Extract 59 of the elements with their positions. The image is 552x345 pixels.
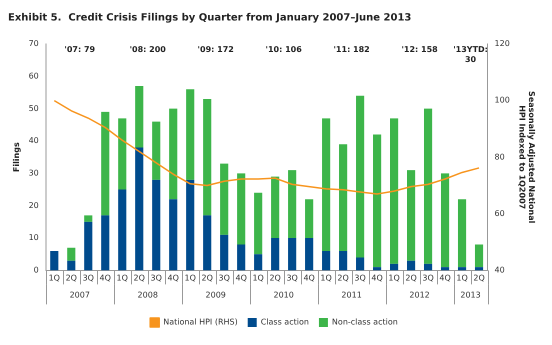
text: 2009	[206, 290, 226, 300]
x-tick-label: 2Q	[473, 273, 485, 282]
annotation: '10: 106	[266, 45, 302, 54]
text: 2007	[70, 290, 90, 300]
text: 2008	[138, 290, 158, 300]
y-tick-label: 10	[28, 233, 39, 242]
x-tick-label: 1Q	[252, 273, 264, 282]
x-tick-label: 4Q	[439, 273, 451, 282]
x-tick-label: 2Q	[337, 273, 349, 282]
x-tick-label: 3Q	[150, 273, 162, 282]
x-tick-label: 2Q	[66, 273, 77, 282]
annotation: '11: 182	[333, 45, 370, 54]
x-tick-label: 1Q	[116, 273, 128, 282]
y-axis-title: Filings	[12, 142, 21, 172]
x-tick-label: 2Q	[269, 273, 281, 282]
y-tick-label: 50	[28, 104, 39, 113]
x-tick-label: 4Q	[303, 273, 315, 282]
annotation: '08: 200	[130, 45, 166, 54]
text: 2011	[341, 290, 362, 300]
x-tick-label: 1Q	[388, 273, 400, 282]
y2-tick-label: 40	[494, 265, 505, 274]
chart-title: Exhibit 5. Credit Crisis Filings by Quarter from January 2007–June 2013	[8, 12, 412, 24]
y-tick-label: 20	[28, 200, 39, 210]
x-tick-label: 3Q	[286, 273, 298, 282]
text: 2013	[460, 290, 481, 300]
x-tick-label: 4Q	[168, 273, 179, 282]
x-tick-label: 2Q	[134, 273, 145, 282]
legend-label: National HPI (RHS)	[163, 318, 238, 327]
legend-label: Class action	[260, 318, 309, 327]
annotation: '07: 79	[64, 45, 96, 54]
y2-tick-label: 60	[494, 208, 505, 218]
x-tick-label: 4Q	[235, 273, 247, 282]
y-tick-label: 40	[28, 136, 39, 146]
text: 2010	[273, 290, 294, 300]
y2-axis-title: Seasonally Adjusted National HPI Indexed to 1Q2007	[518, 91, 536, 224]
x-tick-label: 1Q	[48, 273, 60, 282]
x-tick-label: 2Q	[201, 273, 213, 282]
y-tick-label: 60	[28, 71, 39, 80]
y-tick-label: 0	[34, 265, 39, 274]
x-tick-label: 3Q	[354, 273, 366, 282]
annotation: '13YTD: 30	[453, 45, 488, 64]
y-tick-label: 70	[28, 39, 39, 48]
x-tick-label: 1Q	[184, 273, 196, 282]
y2-tick-label: 80	[494, 152, 505, 162]
x-tick-label: 1Q	[456, 273, 468, 282]
x-tick-label: 3Q	[82, 273, 94, 282]
annotation: '12: 158	[401, 45, 438, 54]
annotation: '09: 172	[198, 45, 234, 54]
x-tick-label: 3Q	[218, 273, 230, 282]
x-tick-label: 4Q	[100, 273, 111, 282]
legend-label: Non-class action	[332, 318, 398, 327]
x-tick-label: 2Q	[405, 273, 417, 282]
x-tick-label: 1Q	[320, 273, 332, 282]
x-tick-label: 4Q	[371, 273, 383, 282]
x-tick-label: 3Q	[422, 273, 434, 282]
text: 2012	[409, 290, 430, 300]
y2-tick-label: 120	[494, 39, 510, 48]
y2-tick-label: 100	[494, 96, 510, 105]
y-tick-label: 30	[28, 168, 39, 178]
